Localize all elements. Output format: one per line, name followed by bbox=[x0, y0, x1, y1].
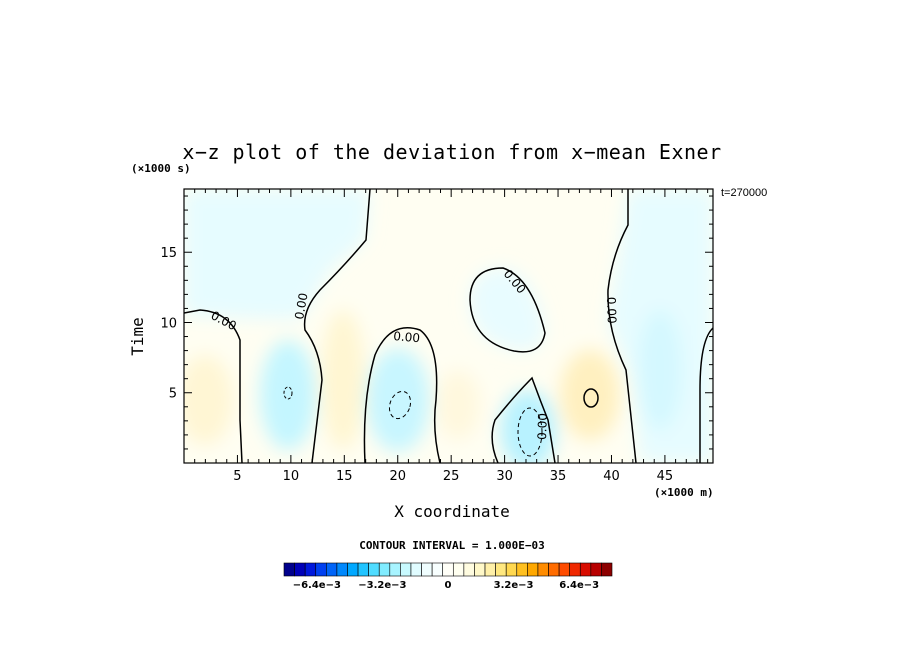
colorbar-swatch bbox=[378, 562, 391, 577]
contour-label: 0.00 bbox=[292, 292, 310, 321]
colorbar-swatch bbox=[484, 562, 496, 577]
colorbar-swatch bbox=[558, 562, 570, 577]
region-positive-x25 bbox=[436, 370, 480, 440]
contour-zero-center-top bbox=[469, 267, 546, 353]
contour-positive-x38 bbox=[583, 388, 599, 408]
x-tick-label: 20 bbox=[389, 469, 406, 484]
x-tick-label: 10 bbox=[283, 469, 300, 484]
y-axis-unit-label: (×1000 s) bbox=[131, 162, 191, 175]
colorbar-swatch bbox=[474, 562, 486, 577]
colorbar-swatch bbox=[283, 562, 295, 577]
colorbar-swatch bbox=[516, 562, 528, 577]
colorbar-swatch bbox=[294, 562, 306, 577]
contour-zero-x20 bbox=[363, 327, 441, 463]
chart-title: x−z plot of the deviation from x−mean Ex… bbox=[182, 140, 722, 164]
time-stamp-label: t=270000 bbox=[721, 187, 768, 199]
colorbar-tick-label: −6.4e−3 bbox=[293, 580, 341, 591]
contour-zero-x40 bbox=[607, 189, 637, 463]
colorbar-swatch bbox=[463, 562, 475, 577]
colorbar-tick-label: −3.2e−3 bbox=[358, 580, 406, 591]
colorbar bbox=[283, 562, 613, 577]
colorbar-swatch bbox=[357, 562, 369, 577]
contour-zero-left bbox=[184, 309, 243, 463]
region-negative-x32 bbox=[500, 390, 556, 463]
colorbar-tick-label: 6.4e−3 bbox=[559, 580, 599, 591]
contour-negative-x20 bbox=[388, 390, 412, 420]
region-positive-x15 bbox=[321, 310, 365, 450]
colorbar-tick-label: 0 bbox=[445, 580, 452, 591]
contour-negative-x10 bbox=[283, 386, 293, 400]
contour-interval-label: CONTOUR INTERVAL = 1.000E−03 bbox=[359, 539, 545, 552]
axis-tick-labels: 5 10 15 20 25 30 35 40 45 5 10 15 bbox=[160, 246, 673, 484]
y-tick-label: 10 bbox=[160, 316, 177, 331]
region-positive-x2 bbox=[184, 355, 233, 445]
colorbar-swatch bbox=[410, 562, 422, 577]
colorbar-swatch bbox=[326, 562, 338, 577]
x-tick-label: 45 bbox=[657, 469, 674, 484]
axis-ticks bbox=[184, 189, 713, 463]
colorbar-swatch bbox=[590, 562, 602, 577]
contour-label: 0.00 bbox=[604, 297, 619, 324]
x-tick-label: 25 bbox=[443, 469, 460, 484]
contour-zero-x15 bbox=[303, 189, 371, 463]
region-negative-topleft bbox=[184, 189, 370, 320]
x-tick-label: 15 bbox=[336, 469, 353, 484]
colorbar-swatch bbox=[548, 562, 560, 577]
contour-zero-right bbox=[699, 327, 713, 463]
contour-zero-x33 bbox=[491, 376, 556, 463]
colorbar-swatch bbox=[336, 562, 348, 577]
x-tick-label: 40 bbox=[603, 469, 620, 484]
colorbar-swatch bbox=[347, 562, 359, 577]
colorbar-swatch bbox=[537, 562, 549, 577]
colorbar-swatch bbox=[400, 562, 412, 577]
colorbar-swatch bbox=[442, 562, 454, 577]
x-tick-label: 30 bbox=[496, 469, 513, 484]
colorbar-swatch bbox=[527, 562, 539, 577]
colorbar-swatch bbox=[569, 562, 581, 577]
region-negative-x20 bbox=[366, 348, 430, 452]
y-tick-label: 5 bbox=[169, 387, 177, 402]
colorbar-swatch bbox=[315, 562, 327, 577]
contour-label: 0.00 bbox=[393, 329, 421, 345]
contour-negative-x33 bbox=[517, 407, 543, 457]
contour-label: 0.00 bbox=[535, 413, 550, 440]
x-tick-label: 5 bbox=[233, 469, 241, 484]
x-axis-label: X coordinate bbox=[394, 502, 510, 521]
colorbar-swatch bbox=[389, 562, 401, 577]
colorbar-swatch bbox=[304, 562, 317, 577]
x-tick-label: 35 bbox=[550, 469, 567, 484]
plot-frame bbox=[183, 188, 714, 464]
colorbar-swatch bbox=[495, 562, 507, 577]
shaded-field bbox=[184, 189, 713, 463]
colorbar-swatch bbox=[431, 562, 444, 577]
colorbar-swatch bbox=[368, 562, 380, 577]
region-positive-x38 bbox=[560, 350, 620, 440]
colorbar-tick-label: 3.2e−3 bbox=[494, 580, 534, 591]
colorbar-swatch bbox=[505, 562, 518, 577]
x-axis-unit-label: (×1000 m) bbox=[654, 486, 714, 499]
colorbar-tick-labels: −6.4e−3 −3.2e−3 0 3.2e−3 6.4e−3 bbox=[293, 580, 599, 591]
y-tick-label: 15 bbox=[160, 246, 177, 261]
colorbar-swatch bbox=[579, 562, 592, 577]
colorbar-swatch bbox=[452, 562, 465, 577]
region-negative-x45 bbox=[638, 310, 682, 430]
contour-lines bbox=[184, 189, 713, 463]
colorbar-swatch bbox=[421, 562, 433, 577]
region-negative-x10 bbox=[260, 340, 316, 450]
region-negative-center-top bbox=[470, 268, 545, 351]
colorbar-swatch bbox=[601, 562, 613, 577]
